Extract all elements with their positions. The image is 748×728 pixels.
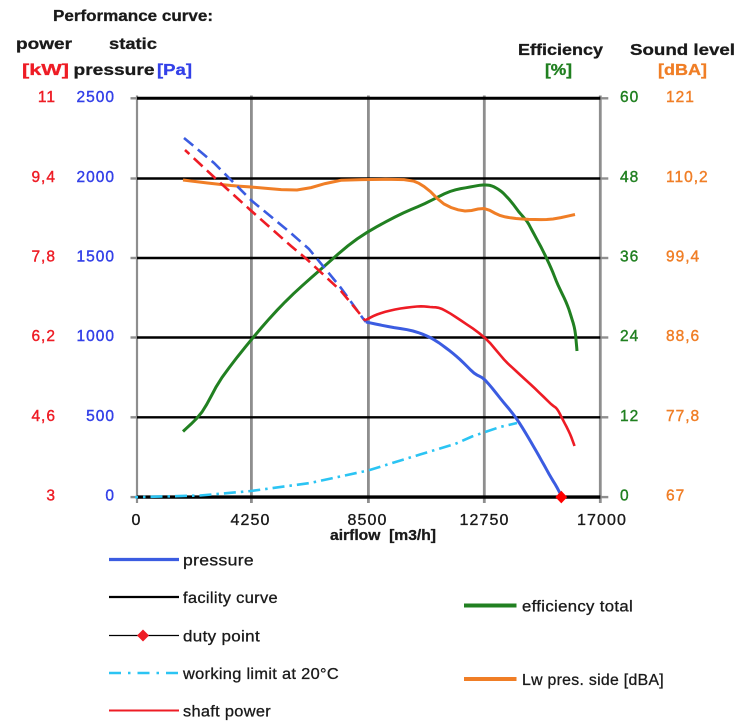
svg-text:110,2: 110,2 <box>666 169 709 186</box>
svg-text:pressure: pressure <box>74 62 155 79</box>
svg-text:pressure: pressure <box>183 553 254 570</box>
svg-text:Sound level: Sound level <box>630 42 735 59</box>
svg-text:60: 60 <box>620 89 639 106</box>
svg-text:36: 36 <box>620 249 639 266</box>
svg-text:121: 121 <box>666 89 695 106</box>
svg-text:99,4: 99,4 <box>666 249 700 266</box>
svg-text:duty point: duty point <box>183 629 260 646</box>
svg-text:8500: 8500 <box>348 512 388 529</box>
svg-text:shaft power: shaft power <box>183 704 271 721</box>
svg-text:11: 11 <box>38 89 56 106</box>
svg-text:6,2: 6,2 <box>31 328 56 345</box>
svg-text:Lw pres. side [dBA]: Lw pres. side [dBA] <box>522 672 664 689</box>
svg-text:77,8: 77,8 <box>666 408 700 425</box>
svg-text:1000: 1000 <box>77 328 115 345</box>
svg-text:[%]: [%] <box>545 62 572 79</box>
svg-text:efficiency total: efficiency total <box>522 599 633 616</box>
svg-text:airflow [m3/h]: airflow [m3/h] <box>330 527 436 544</box>
svg-text:2500: 2500 <box>77 89 115 106</box>
svg-text:0: 0 <box>132 512 142 529</box>
svg-text:4,6: 4,6 <box>31 408 56 425</box>
svg-text:0: 0 <box>105 488 115 505</box>
svg-text:power: power <box>16 36 72 53</box>
svg-text:0: 0 <box>620 488 630 505</box>
svg-text:facility curve: facility curve <box>183 590 278 607</box>
svg-text:1500: 1500 <box>77 249 115 266</box>
svg-text:12: 12 <box>620 408 639 425</box>
svg-text:48: 48 <box>620 169 639 186</box>
svg-text:[kW]: [kW] <box>22 62 69 79</box>
svg-text:3: 3 <box>46 488 56 505</box>
svg-text:[dBA]: [dBA] <box>658 62 707 79</box>
svg-text:7,8: 7,8 <box>31 249 56 266</box>
svg-text:static: static <box>109 36 157 53</box>
svg-text:2000: 2000 <box>77 169 115 186</box>
svg-text:4250: 4250 <box>231 512 271 529</box>
svg-text:9,4: 9,4 <box>31 169 56 186</box>
svg-text:24: 24 <box>620 328 639 345</box>
svg-text:[Pa]: [Pa] <box>157 62 192 79</box>
svg-text:500: 500 <box>86 408 115 425</box>
svg-text:88,6: 88,6 <box>666 328 700 345</box>
svg-text:67: 67 <box>666 488 685 505</box>
svg-text:12750: 12750 <box>460 512 510 529</box>
svg-text:Performance curve:: Performance curve: <box>53 8 213 25</box>
svg-text:17000: 17000 <box>577 512 627 529</box>
svg-text:working limit at 20°C: working limit at 20°C <box>182 666 339 683</box>
svg-text:Efficiency: Efficiency <box>518 42 603 59</box>
